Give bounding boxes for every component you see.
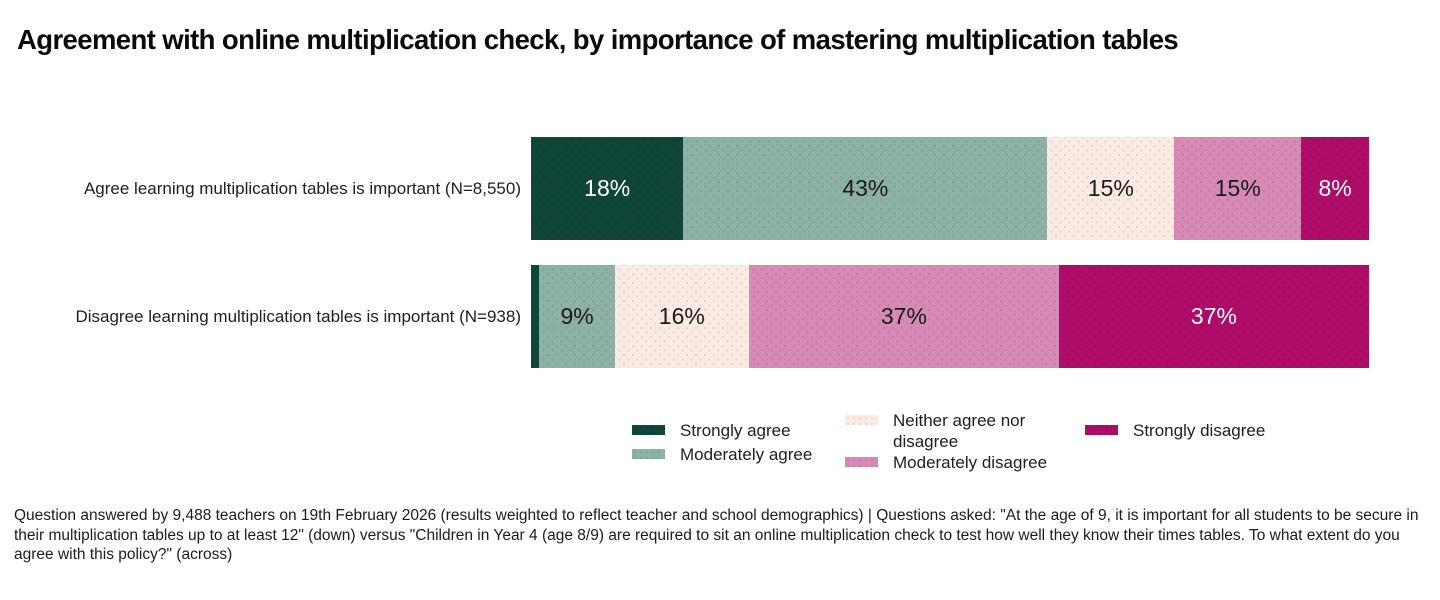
bar-segment: 37% [1058, 265, 1369, 368]
bar-segment [531, 265, 540, 368]
segment-value-label: 37% [880, 303, 927, 329]
segment-value-label: 43% [842, 175, 889, 201]
legend-swatch-neither [845, 415, 878, 425]
legend-item-strongly-agree: Strongly agree [632, 420, 791, 441]
segment-value-label: 37% [1190, 303, 1237, 329]
legend-item-moderately-disagree: Moderately disagree [845, 452, 1047, 473]
bar-segment: 43% [683, 137, 1048, 240]
bar-segment: 9% [539, 265, 615, 368]
stacked-bar-agree: 18% 43% 15% 15% 8% [531, 137, 1369, 240]
bar-segment: 15% [1174, 137, 1302, 240]
bar-segment: 15% [1047, 137, 1175, 240]
legend-item-strongly-disagree: Strongly disagree [1085, 420, 1265, 441]
legend-swatch-strongly-agree [632, 425, 665, 435]
footnote-text: Question answered by 9,488 teachers on 1… [14, 507, 1419, 563]
segment-value-label: 9% [560, 303, 594, 329]
bar-segment: 8% [1301, 137, 1369, 240]
segment-value-label: 18% [584, 175, 631, 201]
chart-title: Agreement with online multiplication che… [17, 24, 1179, 55]
bar-segment: 18% [531, 137, 684, 240]
stacked-bar-disagree: 9% 16% 37% 37% [531, 265, 1369, 368]
legend-label: Neither agree nor disagree [893, 411, 1026, 451]
segment-value-label: 15% [1087, 175, 1134, 201]
segment-value-label: 8% [1318, 175, 1352, 201]
legend-label: Strongly disagree [1133, 421, 1266, 440]
legend-swatch-moderately-agree [632, 449, 665, 459]
category-label-disagree: Disagree learning multiplication tables … [75, 307, 521, 326]
segment-value-label: 15% [1214, 175, 1261, 201]
bar-segment: 16% [614, 265, 749, 368]
legend-label: Moderately disagree [893, 453, 1048, 472]
legend-swatch-strongly-disagree [1085, 425, 1118, 435]
bar-segment: 37% [748, 265, 1059, 368]
legend-item-moderately-agree: Moderately agree [632, 444, 812, 465]
legend-item-neither: Neither agree nor disagree [845, 410, 1053, 452]
legend-label: Moderately agree [680, 445, 813, 464]
legend-label: Strongly agree [680, 421, 791, 440]
legend-swatch-moderately-disagree [845, 457, 878, 467]
category-label-agree: Agree learning multiplication tables is … [83, 179, 521, 198]
segment-value-label: 16% [658, 303, 705, 329]
